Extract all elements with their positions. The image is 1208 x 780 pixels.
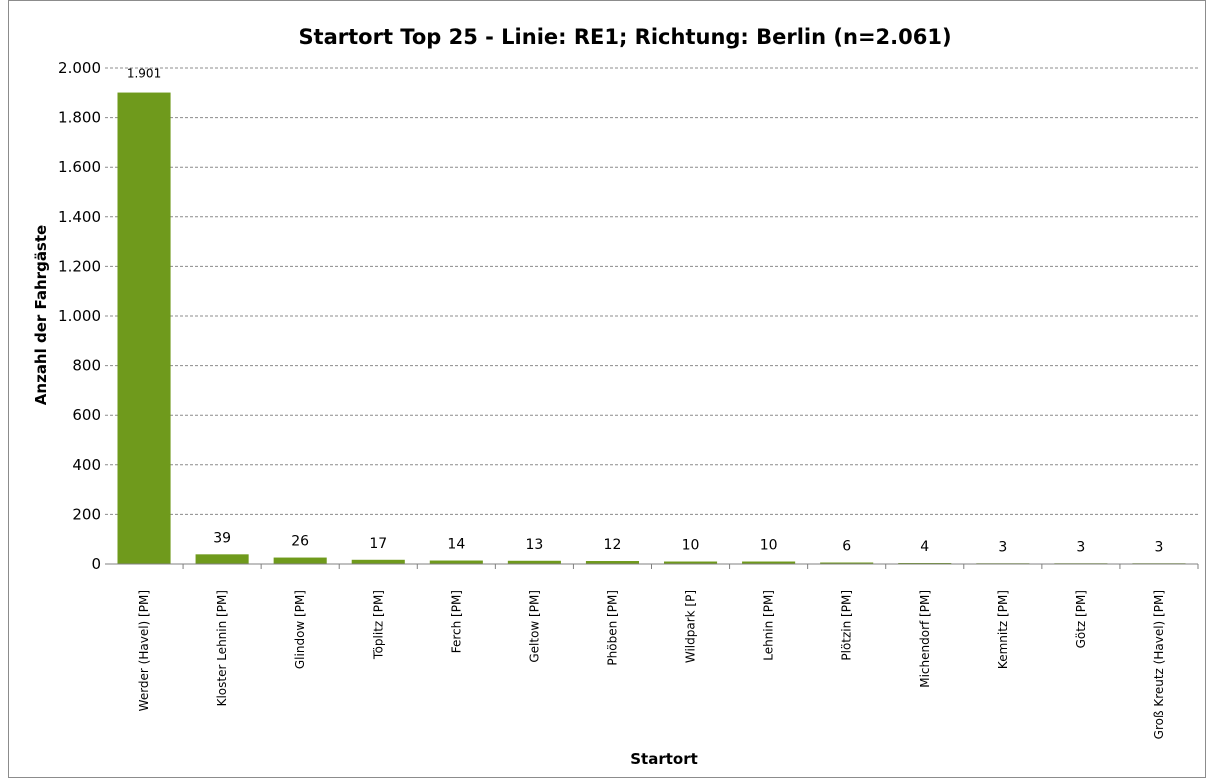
bar [507, 560, 561, 564]
x-tick-label: Wildpark [P] [684, 590, 698, 663]
y-tick-label: 1.400 [58, 208, 101, 226]
bars [117, 92, 1186, 564]
bar [585, 561, 640, 564]
chart-title: Startort Top 25 - Linie: RE1; Richtung: … [298, 25, 951, 49]
data-label: 39 [213, 530, 231, 546]
x-tick-label: Groß Kreutz (Havel) [PM] [1152, 590, 1166, 739]
bar [117, 92, 171, 564]
y-tick-label: 1.600 [58, 158, 101, 176]
y-tick-label: 800 [72, 357, 101, 375]
y-tick-label: 1.000 [58, 307, 101, 325]
y-tick-label: 1.200 [58, 257, 101, 275]
y-tick-label: 1.800 [58, 109, 101, 127]
x-tick-label: Töplitz [PM] [371, 590, 385, 660]
y-tick-label: 2.000 [58, 59, 101, 77]
bar [195, 554, 249, 564]
bar [351, 559, 405, 564]
data-label: 17 [369, 536, 387, 552]
x-tick-label: Werder (Havel) [PM] [137, 590, 151, 711]
data-label: 3 [998, 539, 1007, 555]
x-tick-label: Ferch [PM] [449, 590, 463, 653]
data-label: 6 [842, 539, 851, 555]
data-label: 13 [525, 537, 543, 553]
x-tick-label: Glindow [PM] [293, 590, 307, 669]
y-tick-label: 400 [72, 456, 101, 474]
x-tick-label: Phöben [PM] [605, 590, 619, 666]
data-label: 26 [291, 534, 309, 550]
data-label: 12 [604, 537, 622, 553]
chart-frame [8, 0, 1206, 778]
y-tick-label: 0 [91, 555, 101, 573]
data-label: 10 [760, 538, 778, 554]
x-tick-label: Plötzin [PM] [840, 590, 854, 661]
x-tick-label: Kemnitz [PM] [996, 590, 1010, 669]
x-tick-label: Lehnin [PM] [762, 590, 776, 661]
data-label: 3 [1155, 539, 1164, 555]
bar [820, 562, 874, 564]
data-labels: 1.901 39 26 17 14 13 12 10 10 6 4 3 3 3 [127, 67, 1164, 556]
bar [429, 560, 483, 564]
data-label: 10 [682, 538, 700, 554]
y-axis-title: Anzahl der Fahrgäste [32, 225, 50, 405]
x-tick-label: Michendorf [PM] [918, 590, 932, 688]
bar [273, 557, 327, 564]
gridlines [105, 67, 1198, 515]
data-label: 3 [1076, 539, 1085, 555]
x-axis-ticks: Werder (Havel) [PM] Kloster Lehnin [PM] Gl… [137, 564, 1199, 739]
bar [742, 561, 796, 564]
bar [663, 561, 718, 564]
data-label: 14 [447, 537, 465, 553]
data-label: 4 [920, 539, 929, 555]
x-axis-title: Startort [630, 750, 698, 768]
y-tick-label: 600 [72, 406, 101, 424]
x-tick-label: Kloster Lehnin [PM] [215, 590, 229, 706]
x-tick-label: Götz [PM] [1074, 590, 1088, 648]
y-tick-label: 200 [72, 505, 101, 523]
data-label: 1.901 [127, 67, 161, 81]
y-axis-ticks: 0 200 400 600 800 1.000 1.200 1.400 1.600 1.800 2.… [58, 59, 101, 573]
x-tick-label: Geltow [PM] [527, 590, 541, 663]
